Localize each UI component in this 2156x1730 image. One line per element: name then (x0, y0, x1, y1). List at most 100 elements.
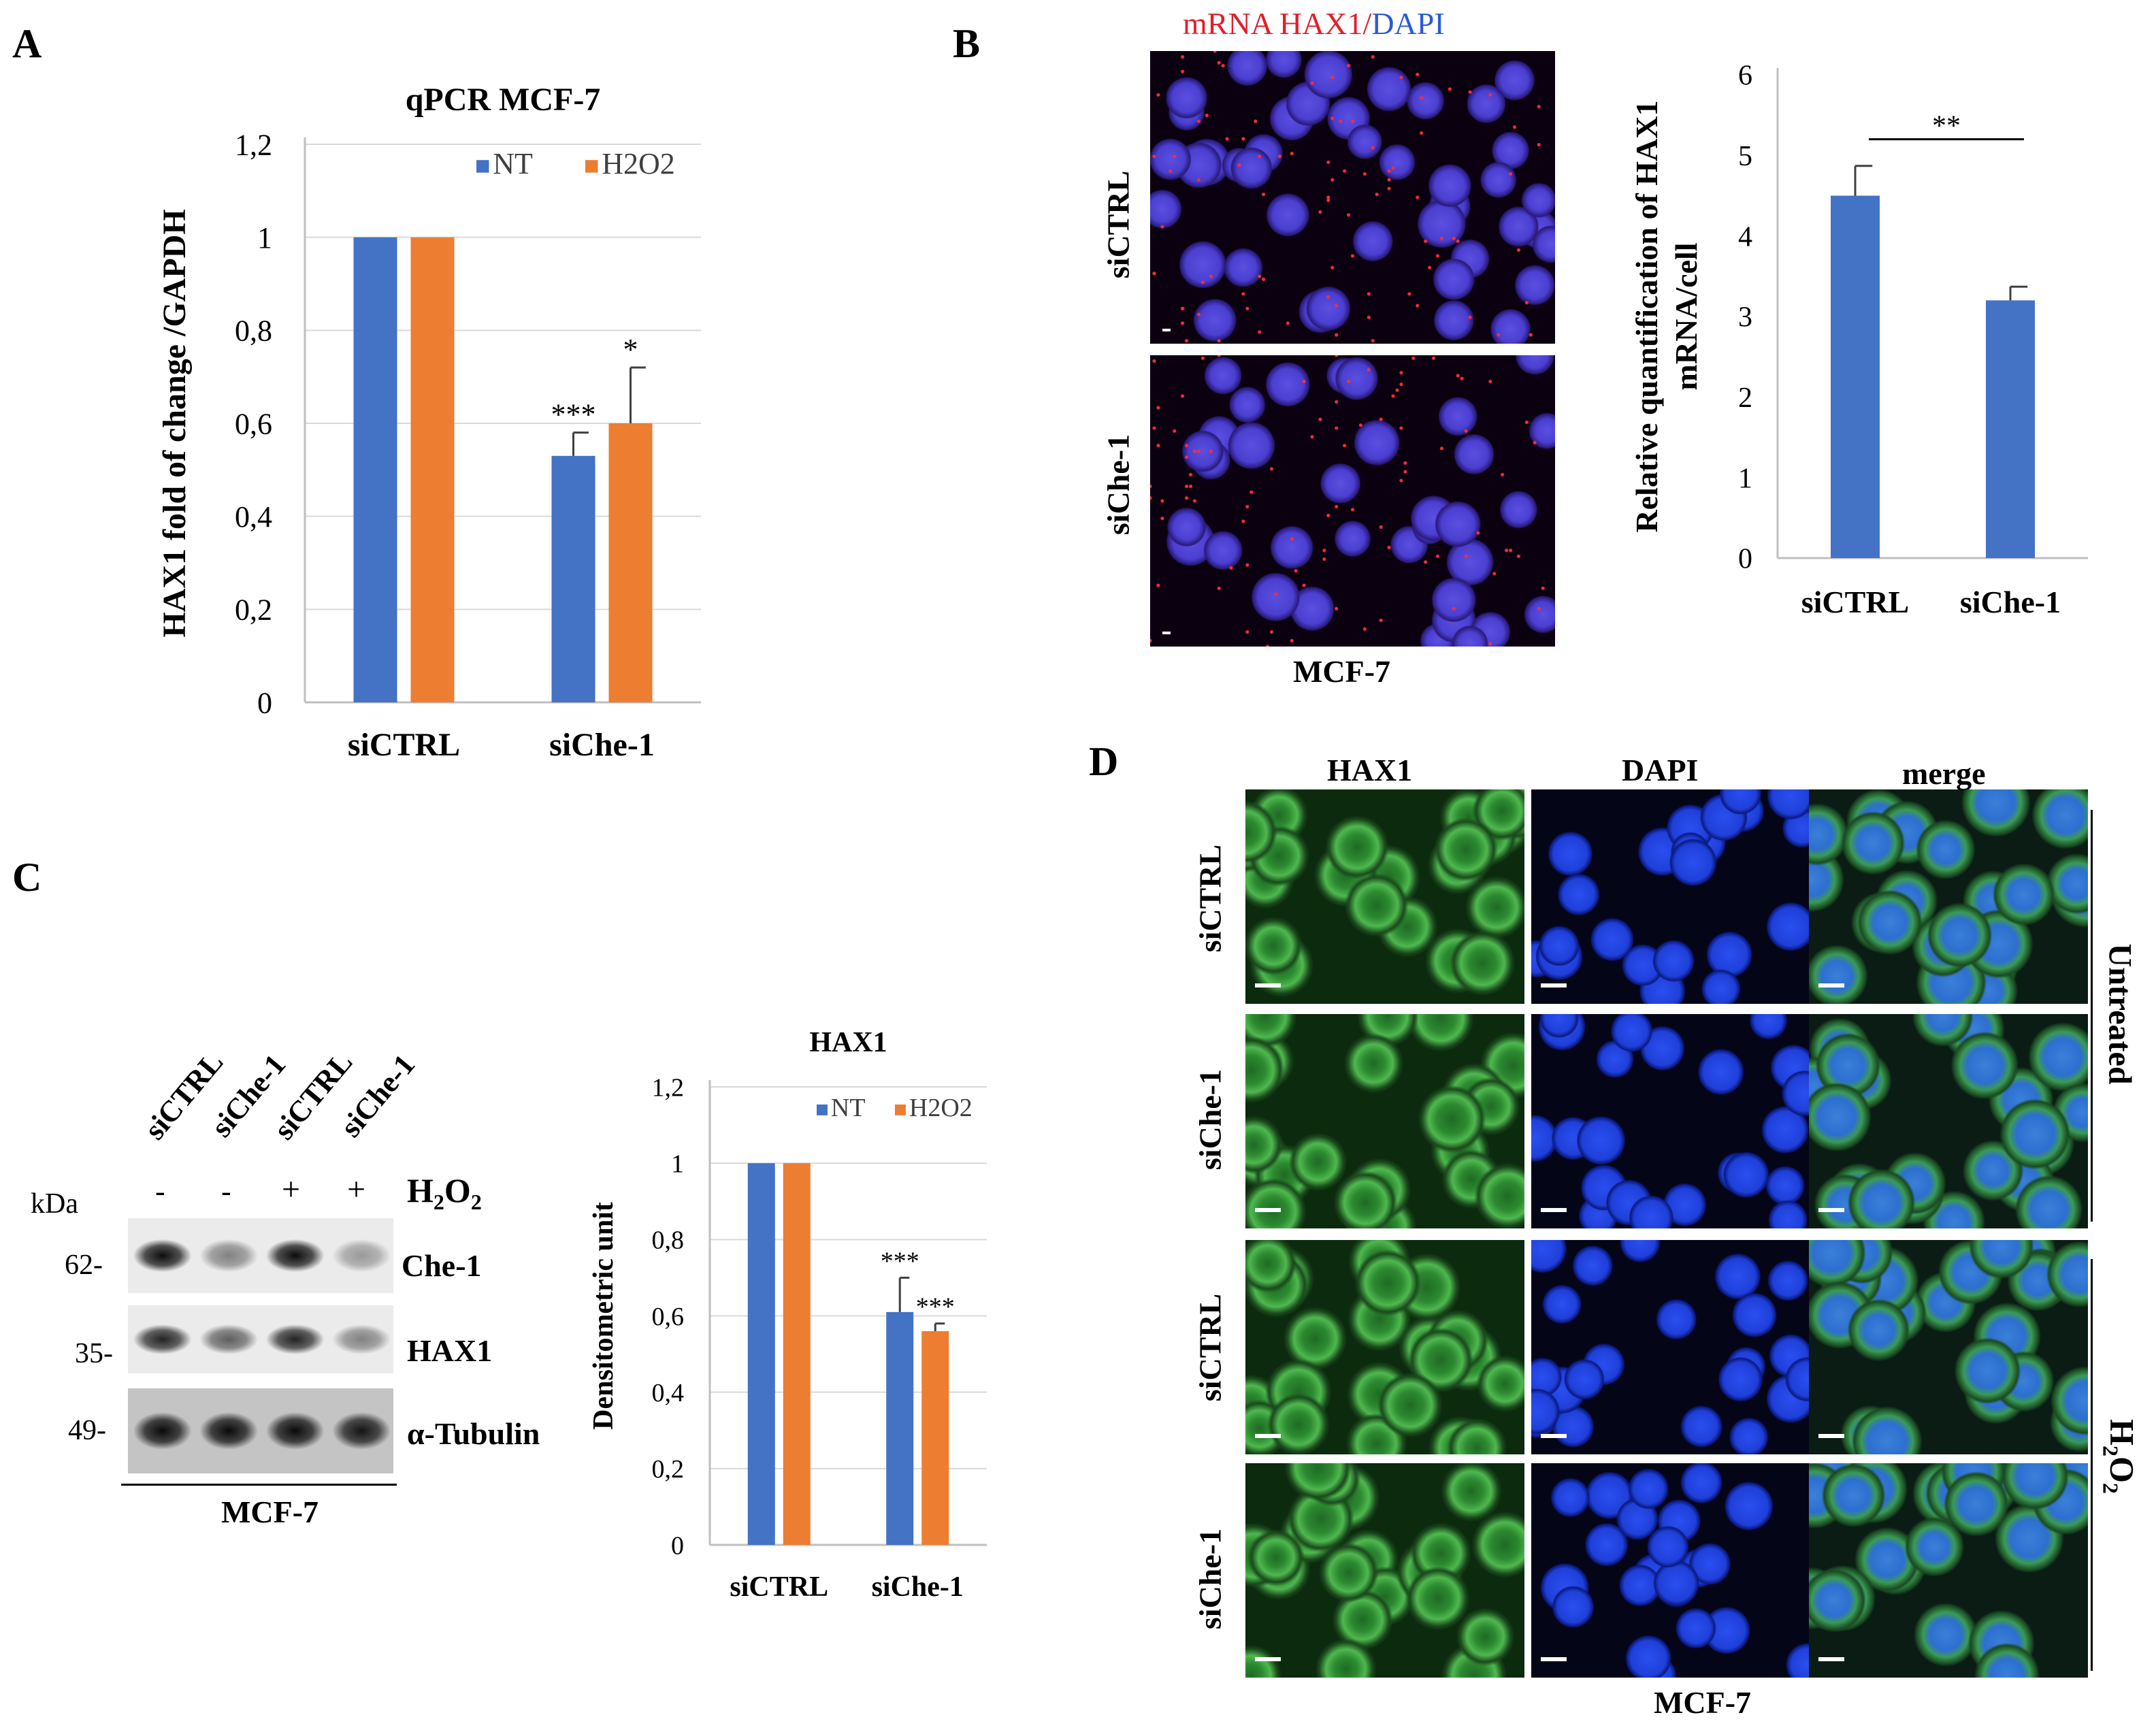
chartA-legend-label: H2O2 (602, 147, 675, 180)
panel-d-col-dapi: DAPI (1622, 753, 1699, 787)
marker-35: 35- (75, 1338, 113, 1369)
chartC-legend-swatch (817, 1104, 828, 1115)
chartB-y-axis-label: mRNA/cell (1669, 242, 1703, 390)
chartA-category-label: siCTRL (348, 727, 460, 763)
chartC-significance-label: *** (916, 1293, 955, 1322)
scale-bar (1162, 329, 1171, 331)
chartC-legend-swatch (895, 1104, 906, 1115)
chartA-category-label: siChe-1 (549, 727, 655, 763)
chartB-ytick-label: 3 (1738, 302, 1752, 333)
kda-label: kDa (31, 1188, 78, 1220)
panel-d-group-untreated: Untreated (2102, 943, 2138, 1085)
panel-d-col-hax1: HAX1 (1327, 753, 1413, 787)
treatment-3: + (282, 1171, 301, 1207)
chartB-ytick-label: 4 (1738, 221, 1752, 252)
panel-d-row-4: siChe-1 (1192, 1528, 1228, 1630)
chartA-ytick-label: 1 (257, 221, 272, 255)
chartC-bar (783, 1163, 811, 1545)
micrograph-d-merge-row1 (1809, 789, 2088, 1004)
group-bracket-untreated (2091, 810, 2093, 1222)
scale-bar (1541, 1657, 1567, 1661)
scale-bar (1818, 983, 1844, 988)
chartB-ytick-label: 2 (1738, 382, 1752, 414)
chartB-ytick-label: 1 (1738, 463, 1752, 494)
treatment-2: - (221, 1175, 231, 1208)
chartB-y-axis-label: Relative quantification of HAX1 (1629, 100, 1664, 532)
scale-bar (1818, 1657, 1844, 1661)
chartB-category-label: siCTRL (1801, 585, 1909, 619)
chartC-ytick-label: 0,8 (652, 1226, 685, 1255)
panel-b-title-dapi: DAPI (1371, 6, 1445, 41)
chartC-bar (747, 1163, 775, 1545)
chartA-legend-swatch (476, 160, 489, 173)
chartC-ytick-label: 0,4 (652, 1379, 685, 1407)
panel-letter-c: C (12, 855, 42, 900)
chartB-category-label: siChe-1 (1960, 585, 2061, 619)
scale-bar (1255, 983, 1281, 988)
chartA-ytick-label: 0,6 (235, 407, 272, 440)
chartA-bar (608, 423, 653, 702)
chartA-ytick-label: 0 (257, 686, 272, 719)
chartC-title: HAX1 (809, 1027, 887, 1058)
chartC-y-axis-label: Densitometric unit (588, 1202, 619, 1430)
panel-letter-a: A (12, 21, 42, 66)
panel-b-title-sep: / (1362, 6, 1372, 41)
treatment-1: - (155, 1175, 165, 1208)
scale-bar (1162, 632, 1171, 634)
micrograph-b-sictrl (1150, 51, 1555, 344)
chartA-ytick-label: 0,8 (235, 314, 272, 348)
blot-tubulin (128, 1388, 393, 1473)
scale-bar (1255, 1208, 1281, 1212)
chartA-legend-label: NT (493, 147, 533, 180)
panel-d-cell-line: MCF-7 (1654, 1685, 1752, 1720)
micrograph-d-dapi-row2 (1531, 1014, 1810, 1228)
micrograph-d-hax1-row1 (1245, 789, 1524, 1004)
chartC-category-label: siChe-1 (872, 1571, 964, 1603)
chartA-ytick-label: 0,2 (235, 593, 272, 627)
chartA-ytick-label: 0,4 (235, 500, 272, 534)
micrograph-d-merge-row4 (1809, 1463, 2088, 1678)
blot-underline (121, 1484, 397, 1486)
panel-d-row-2: siChe-1 (1192, 1068, 1228, 1171)
scale-bar (1818, 1434, 1844, 1438)
panel-d-row-1: siCTRL (1192, 844, 1228, 953)
treatment-label-h2o2: H2O2 (407, 1171, 482, 1214)
panel-b-cell-line: MCF-7 (1293, 654, 1391, 689)
chartC-ytick-label: 1 (671, 1149, 684, 1178)
panel-d-row-3: siCTRL (1192, 1293, 1228, 1402)
chartA-ytick-label: 1,2 (235, 128, 272, 161)
micrograph-d-dapi-row4 (1531, 1463, 1810, 1678)
micrograph-d-merge-row3 (1809, 1240, 2088, 1454)
chartC-bar (886, 1311, 914, 1545)
chartC-ytick-label: 0,2 (652, 1455, 685, 1484)
marker-62: 62- (65, 1250, 103, 1281)
panel-b-title-mrna: mRNA HAX1 (1183, 6, 1363, 41)
scale-bar (1818, 1208, 1844, 1212)
protein-che1: Che-1 (402, 1248, 482, 1283)
chartC-category-label: siCTRL (730, 1571, 828, 1603)
micrograph-d-hax1-row3 (1245, 1240, 1524, 1454)
blot-hax1 (128, 1305, 393, 1373)
chartC-ytick-label: 0 (671, 1531, 684, 1560)
chartA-bar (353, 237, 397, 703)
micrograph-b-siche1 (1150, 355, 1555, 647)
protein-hax1: HAX1 (407, 1333, 493, 1368)
chartA-significance-label: * (623, 333, 638, 366)
micrograph-d-hax1-row2 (1245, 1014, 1524, 1228)
chartA-y-axis-label: HAX1 fold of change /GAPDH (157, 209, 193, 637)
chartA-bar (410, 237, 455, 703)
chartB-ytick-label: 0 (1738, 544, 1752, 575)
panel-b-title: mRNA HAX1/DAPI (1183, 5, 1445, 42)
chartA-legend-swatch (585, 160, 598, 173)
panel-d-col-merge: merge (1902, 756, 1986, 791)
chartB-ytick-label: 6 (1738, 61, 1752, 92)
scale-bar (1541, 1434, 1567, 1438)
scale-bar (1541, 983, 1567, 988)
panel-b-row-sictrl: siCTRL (1100, 170, 1136, 279)
chartA-bar (551, 455, 595, 702)
panel-c-cell-line: MCF-7 (221, 1495, 319, 1529)
chartA-significance-label: *** (551, 398, 596, 431)
marker-49: 49- (68, 1415, 106, 1446)
panel-b-row-siche1: siChe-1 (1100, 434, 1136, 536)
micrograph-d-dapi-row3 (1531, 1240, 1810, 1454)
